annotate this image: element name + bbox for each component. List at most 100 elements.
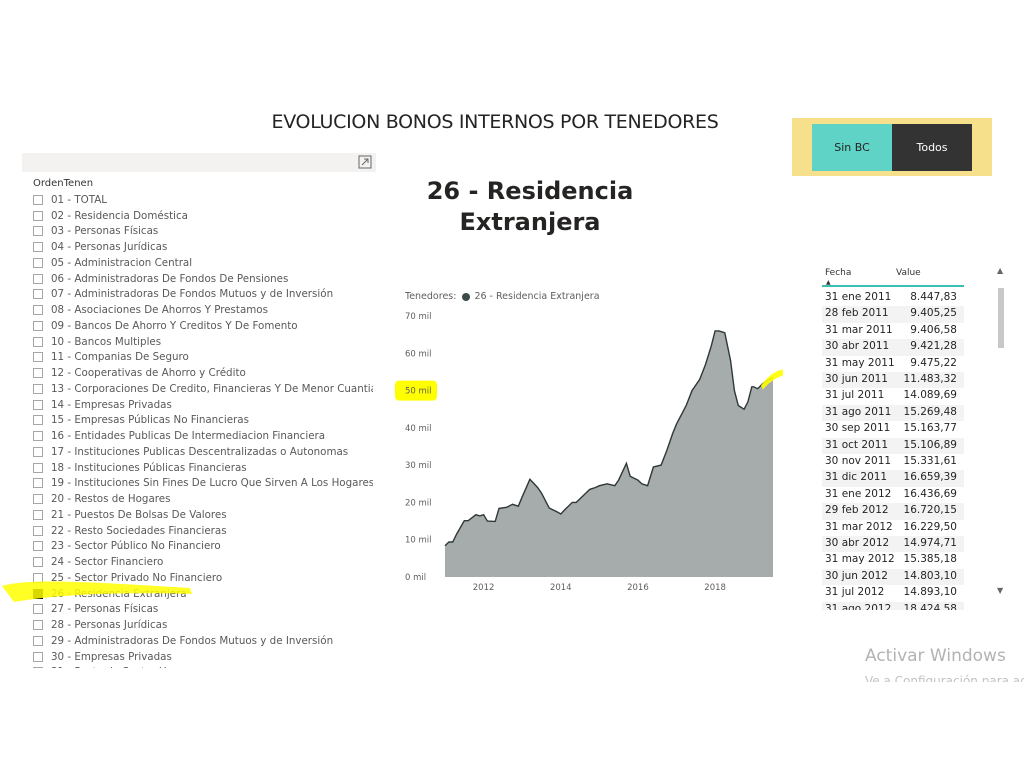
table-row[interactable]: 30 nov 2011 15.331,61 bbox=[822, 454, 964, 470]
table-row[interactable]: 31 jul 2012 14.893,10 bbox=[822, 585, 964, 601]
sort-ascending-icon[interactable]: ▲ bbox=[826, 279, 831, 286]
series-line bbox=[444, 330, 774, 547]
slicer-item-label: 20 - Restos de Hogares bbox=[51, 493, 171, 506]
column-header-value[interactable]: Value bbox=[896, 268, 921, 278]
cell-value: 9.421,28 bbox=[910, 340, 957, 353]
table-row[interactable]: 30 abr 2011 9.421,28 bbox=[822, 339, 964, 356]
table-row[interactable]: 31 ene 2011 8.447,83 bbox=[822, 290, 964, 306]
checkbox[interactable] bbox=[33, 431, 43, 442]
table-row[interactable]: 31 mar 2011 9.406,58 bbox=[822, 323, 964, 339]
scroll-down-icon[interactable]: ▼ bbox=[997, 586, 1004, 595]
scroll-thumb[interactable] bbox=[998, 288, 1004, 348]
slicer-item[interactable]: 07 - Administradoras De Fondos Mutuos y … bbox=[33, 287, 333, 303]
table-row[interactable]: 28 feb 2011 9.405,25 bbox=[822, 306, 964, 323]
sin-bc-button[interactable]: Sin BC bbox=[812, 124, 892, 171]
checkbox[interactable] bbox=[33, 462, 43, 473]
slicer-item[interactable]: 04 - Personas Jurídicas bbox=[33, 239, 167, 255]
checkbox[interactable] bbox=[33, 352, 43, 363]
slicer-item[interactable]: 22 - Resto Sociedades Financieras bbox=[33, 523, 227, 539]
table-row[interactable]: 31 may 2012 15.385,18 bbox=[822, 552, 964, 568]
slicer-item[interactable]: 21 - Puestos De Bolsas De Valores bbox=[33, 507, 227, 523]
table-row[interactable]: 31 may 2011 9.475,22 bbox=[822, 356, 964, 372]
checkbox[interactable] bbox=[33, 557, 43, 568]
checkbox[interactable] bbox=[33, 509, 43, 520]
checkbox[interactable] bbox=[33, 226, 43, 237]
checkbox[interactable] bbox=[33, 525, 43, 536]
slicer-item[interactable]: 01 - TOTAL bbox=[33, 192, 107, 208]
slicer-item[interactable]: 18 - Instituciones Públicas Financieras bbox=[33, 460, 247, 476]
table-row[interactable]: 31 jul 2011 14.089,69 bbox=[822, 388, 964, 404]
checkbox[interactable] bbox=[33, 541, 43, 552]
slicer-item[interactable]: 17 - Instituciones Publicas Descentraliz… bbox=[33, 444, 348, 460]
slicer-item-label: 12 - Cooperativas de Ahorro y Crédito bbox=[51, 367, 246, 380]
slicer-item[interactable]: 14 - Empresas Privadas bbox=[33, 397, 172, 413]
table-row[interactable]: 31 ene 2012 16.436,69 bbox=[822, 487, 964, 503]
checkbox[interactable] bbox=[33, 494, 43, 505]
table-row[interactable]: 30 sep 2011 15.163,77 bbox=[822, 421, 964, 437]
checkbox[interactable] bbox=[33, 336, 43, 347]
slicer-item[interactable]: 12 - Cooperativas de Ahorro y Crédito bbox=[33, 365, 246, 381]
checkbox[interactable] bbox=[33, 667, 43, 668]
table-row[interactable]: 31 ago 2012 18.424,58 bbox=[822, 601, 964, 610]
slicer-item[interactable]: 29 - Administradoras De Fondos Mutuos y … bbox=[33, 633, 333, 649]
scroll-up-icon[interactable]: ▲ bbox=[997, 266, 1004, 275]
slicer-item[interactable]: 30 - Empresas Privadas bbox=[33, 649, 172, 665]
checkbox[interactable] bbox=[33, 620, 43, 631]
table-row[interactable]: 30 jun 2011 11.483,32 bbox=[822, 372, 964, 389]
checkbox[interactable] bbox=[33, 651, 43, 662]
slicer-item[interactable]: 31 - Resto de Sector Hogares bbox=[33, 665, 201, 668]
slicer-item[interactable]: 16 - Entidades Publicas De Intermediacio… bbox=[33, 428, 325, 444]
checkbox[interactable] bbox=[33, 446, 43, 457]
slicer-item[interactable]: 09 - Bancos De Ahorro Y Creditos Y De Fo… bbox=[33, 318, 298, 334]
legend-series-name[interactable]: 26 - Residencia Extranjera bbox=[474, 291, 600, 302]
slicer-item[interactable]: 27 - Personas Físicas bbox=[33, 602, 158, 618]
slicer-item[interactable]: 10 - Bancos Multiples bbox=[33, 334, 161, 350]
slicer-item[interactable]: 13 - Corporaciones De Credito, Financier… bbox=[33, 381, 373, 397]
checkbox[interactable] bbox=[33, 273, 43, 284]
table-row[interactable]: 31 oct 2011 15.106,89 bbox=[822, 437, 964, 454]
todos-button[interactable]: Todos bbox=[892, 124, 972, 171]
column-header-fecha[interactable]: Fecha bbox=[825, 268, 852, 278]
checkbox[interactable] bbox=[33, 478, 43, 489]
checkbox[interactable] bbox=[33, 320, 43, 331]
table-row[interactable]: 30 jun 2012 14.803,10 bbox=[822, 568, 964, 586]
slicer-item[interactable]: 03 - Personas Físicas bbox=[33, 224, 158, 240]
slicer-item[interactable]: 19 - Instituciones Sin Fines De Lucro Qu… bbox=[33, 476, 373, 492]
checkbox[interactable] bbox=[33, 415, 43, 426]
checkbox[interactable] bbox=[33, 289, 43, 300]
checkbox[interactable] bbox=[33, 257, 43, 268]
slicer-item[interactable]: 23 - Sector Público No Financiero bbox=[33, 539, 221, 555]
slicer-item[interactable]: 24 - Sector Financiero bbox=[33, 554, 163, 570]
y-tick-label: 60 mil bbox=[405, 349, 432, 359]
slicer-item-label: 17 - Instituciones Publicas Descentraliz… bbox=[51, 445, 349, 458]
table-row[interactable]: 29 feb 2012 16.720,15 bbox=[822, 503, 964, 520]
slicer-item[interactable]: 05 - Administracion Central bbox=[33, 255, 192, 271]
checkbox[interactable] bbox=[33, 635, 43, 646]
slicer-item[interactable]: 08 - Asociaciones De Ahorros Y Prestamos bbox=[33, 302, 268, 318]
slicer-item[interactable]: 20 - Restos de Hogares bbox=[33, 491, 170, 507]
focus-mode-icon[interactable] bbox=[358, 155, 372, 169]
cell-value: 16.436,69 bbox=[903, 487, 957, 500]
table-row[interactable]: 31 mar 2012 16.229,50 bbox=[822, 520, 964, 536]
cell-value: 16.659,39 bbox=[903, 471, 957, 484]
cell-date: 30 abr 2011 bbox=[825, 340, 890, 353]
table-row[interactable]: 31 dic 2011 16.659,39 bbox=[822, 470, 964, 487]
checkbox[interactable] bbox=[33, 242, 43, 253]
table-row[interactable]: 31 ago 2011 15.269,48 bbox=[822, 404, 964, 422]
slicer-item[interactable]: 06 - Administradoras De Fondos De Pensio… bbox=[33, 271, 288, 287]
table-row[interactable]: 30 abr 2012 14.974,71 bbox=[822, 536, 964, 553]
slicer-item[interactable]: 11 - Companias De Seguro bbox=[33, 350, 189, 366]
checkbox[interactable] bbox=[33, 305, 43, 316]
checkbox[interactable] bbox=[33, 194, 43, 205]
slicer-item[interactable]: 02 - Residencia Doméstica bbox=[33, 208, 188, 224]
slicer-item[interactable]: 28 - Personas Jurídicas bbox=[33, 617, 167, 633]
checkbox[interactable] bbox=[33, 210, 43, 221]
checkbox[interactable] bbox=[33, 383, 43, 394]
checkbox[interactable] bbox=[33, 368, 43, 379]
slicer-item[interactable]: 15 - Empresas Públicas No Financieras bbox=[33, 413, 249, 429]
y-tick-label: 40 mil bbox=[405, 424, 432, 434]
checkbox[interactable] bbox=[33, 604, 43, 615]
area-chart[interactable]: 0 mil 10 mil 20 mil 30 mil 40 mil 50 mil 60 mi… bbox=[395, 305, 795, 605]
table-scrollbar[interactable]: ▲ ▼ bbox=[997, 266, 1005, 598]
checkbox[interactable] bbox=[33, 399, 43, 410]
